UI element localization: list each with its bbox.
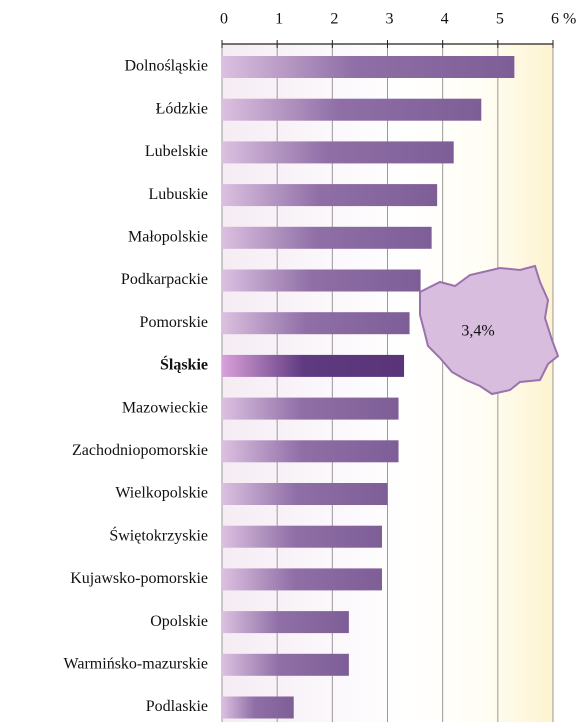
y-tick-label: Śląskie: [160, 355, 208, 374]
y-tick-label: Opolskie: [150, 613, 208, 630]
bar: [222, 483, 388, 505]
x-tick-label: 6 %: [551, 11, 576, 28]
y-tick-label: Mazowieckie: [122, 399, 208, 416]
y-tick-label: Podlaskie: [146, 698, 208, 715]
y-tick-label: Dolnośląskie: [124, 58, 208, 75]
bar: [222, 696, 294, 719]
y-tick-label: Kujawsko-pomorskie: [70, 570, 208, 587]
y-tick-label: Warmińsko-mazurskie: [64, 655, 208, 672]
y-tick-label: Podkarpackie: [121, 271, 208, 288]
annotation: 3,4%: [461, 323, 494, 340]
y-tick-label: Pomorskie: [140, 314, 208, 331]
x-tick-label: 4: [441, 11, 449, 28]
x-tick-label: 1: [275, 11, 283, 28]
bar: [222, 568, 382, 591]
bar: [222, 611, 349, 634]
bar: [222, 397, 399, 420]
y-tick-label: Lubelskie: [145, 143, 208, 160]
bar: [222, 269, 421, 292]
bar: [222, 354, 405, 377]
bar: [222, 98, 482, 121]
x-tick-label: 0: [220, 11, 228, 28]
y-tick-label: Wielkopolskie: [115, 485, 208, 502]
bar: [222, 56, 515, 78]
y-tick-label: Zachodniopomorskie: [72, 442, 208, 459]
x-tick-label: 5: [496, 11, 504, 28]
y-tick-label: Świętokrzyskie: [109, 525, 208, 544]
bar: [222, 226, 432, 249]
bar: [222, 440, 399, 463]
bar: [222, 184, 438, 207]
bar: [222, 653, 349, 676]
y-tick-label: Małopolskie: [128, 228, 208, 245]
bar: [222, 525, 382, 548]
x-tick-label: 3: [386, 11, 394, 28]
x-tick-label: 2: [330, 11, 338, 28]
bar: [222, 141, 454, 164]
y-tick-label: Łódzkie: [156, 100, 208, 117]
bar: [222, 312, 410, 335]
poland-map: [419, 264, 560, 396]
y-tick-label: Lubuskie: [148, 186, 208, 203]
